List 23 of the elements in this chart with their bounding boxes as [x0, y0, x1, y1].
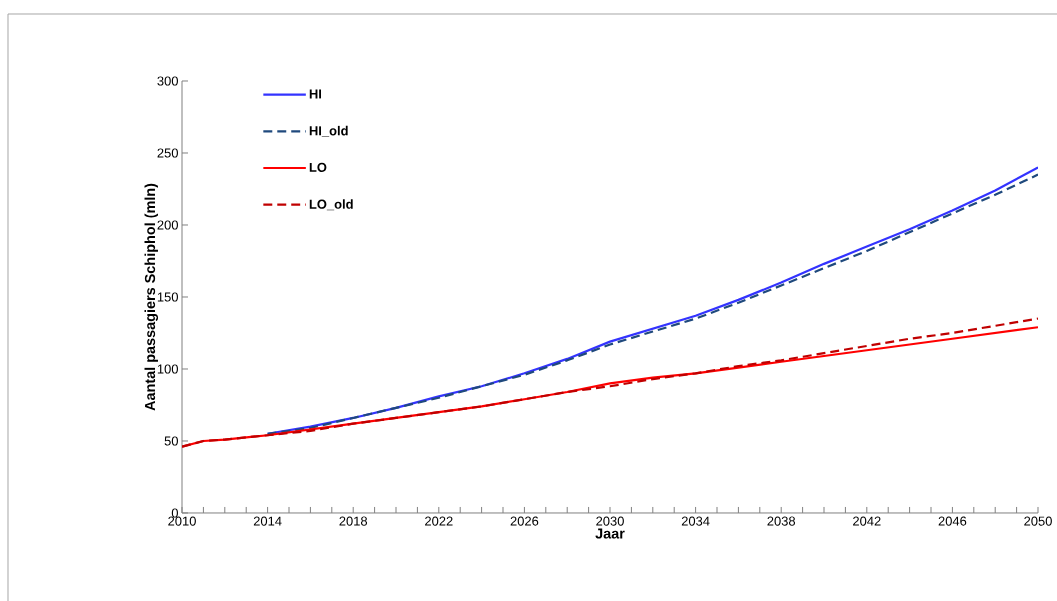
- x-axis-title: Jaar: [595, 528, 625, 539]
- y-tick-label: 200: [157, 220, 178, 230]
- x-tick-label: 2034: [681, 516, 710, 526]
- x-tick-label: 2038: [767, 516, 796, 526]
- legend-label: LO_old: [309, 199, 353, 211]
- x-tick-label: 2042: [853, 516, 881, 526]
- x-tick-label: 2050: [1024, 516, 1052, 526]
- x-tick-label: 2018: [339, 516, 368, 526]
- y-tick-label: 150: [157, 292, 178, 302]
- y-tick-label: 50: [164, 436, 178, 446]
- y-tick-label: 100: [157, 364, 178, 374]
- x-tick-label: 2022: [425, 516, 453, 526]
- x-tick-label: 2030: [596, 516, 624, 526]
- y-tick-label: 0: [171, 508, 178, 518]
- x-tick-label: 2014: [253, 516, 282, 526]
- legend-label: LO: [309, 162, 327, 172]
- x-tick-label: 2010: [168, 516, 196, 526]
- legend-label: HI_old: [309, 125, 348, 137]
- x-tick-label: 2046: [938, 516, 967, 526]
- y-tick-label: 300: [157, 76, 178, 86]
- x-tick-label: 2026: [510, 516, 539, 526]
- y-tick-label: 250: [157, 148, 178, 158]
- legend-label: HI: [309, 89, 322, 99]
